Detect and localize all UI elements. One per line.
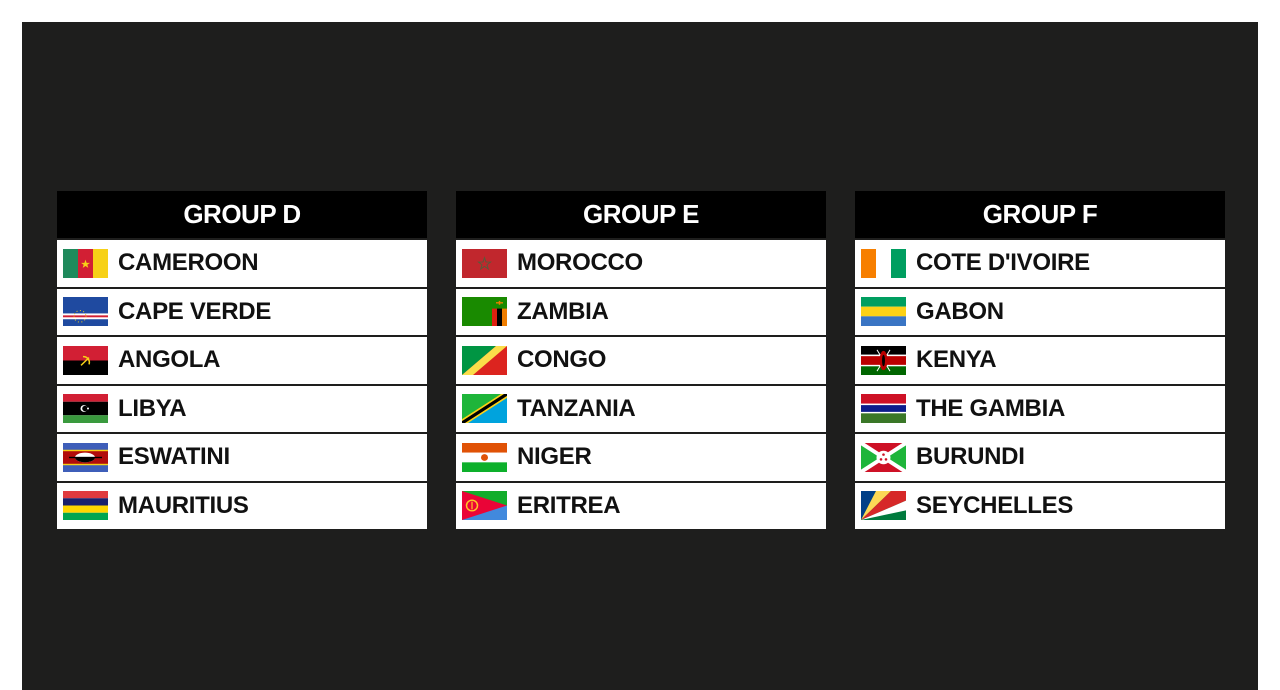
team-name: CAMEROON — [118, 249, 259, 277]
congo-flag-icon — [462, 345, 507, 375]
kenya-flag-icon — [861, 345, 906, 375]
team-row: CAPE VERDE — [57, 288, 427, 335]
team-row: ZAMBIA — [456, 288, 826, 335]
morocco-flag-icon — [462, 248, 507, 278]
group-table: GROUP F COTE D'IVOIRE GABON KENYA THE GA… — [855, 191, 1225, 529]
gabon-flag-icon — [861, 297, 906, 327]
team-row: MAURITIUS — [57, 482, 427, 529]
cape-verde-flag-icon — [63, 297, 108, 327]
team-row: CAMEROON — [57, 240, 427, 287]
team-name: LIBYA — [118, 394, 187, 422]
team-row: COTE D'IVOIRE — [855, 240, 1225, 287]
group-title: GROUP D — [57, 191, 427, 238]
cameroon-flag-icon — [63, 248, 108, 278]
group-table: GROUP E MOROCCO ZAMBIA CONGO TANZANIA NI… — [456, 191, 826, 529]
team-row: LIBYA — [57, 385, 427, 432]
angola-flag-icon — [63, 345, 108, 375]
team-name: NIGER — [517, 443, 592, 471]
team-name: ZAMBIA — [517, 297, 609, 325]
group-table: GROUP D CAMEROON CAPE VERDE ANGOLA LIBYA… — [57, 191, 427, 529]
team-row: TANZANIA — [456, 385, 826, 432]
team-name: TANZANIA — [517, 394, 636, 422]
eritrea-flag-icon — [462, 491, 507, 521]
team-row: ERITREA — [456, 482, 826, 529]
niger-flag-icon — [462, 442, 507, 472]
team-row: ANGOLA — [57, 337, 427, 384]
team-name: SEYCHELLES — [916, 491, 1074, 519]
team-name: CAPE VERDE — [118, 297, 272, 325]
team-row: MOROCCO — [456, 240, 826, 287]
zambia-flag-icon — [462, 297, 507, 327]
team-name: MAURITIUS — [118, 491, 249, 519]
team-row: SEYCHELLES — [855, 482, 1225, 529]
group-title: GROUP F — [855, 191, 1225, 238]
team-name: COTE D'IVOIRE — [916, 249, 1090, 277]
team-row: GABON — [855, 288, 1225, 335]
team-row: NIGER — [456, 434, 826, 481]
cote-divoire-flag-icon — [861, 248, 906, 278]
team-name: ESWATINI — [118, 443, 230, 471]
team-row: KENYA — [855, 337, 1225, 384]
team-name: MOROCCO — [517, 249, 643, 277]
team-row: THE GAMBIA — [855, 385, 1225, 432]
libya-flag-icon — [63, 394, 108, 424]
team-row: ESWATINI — [57, 434, 427, 481]
tanzania-flag-icon — [462, 394, 507, 424]
team-name: ERITREA — [517, 491, 621, 519]
burundi-flag-icon — [861, 442, 906, 472]
team-name: GABON — [916, 297, 1004, 325]
team-name: BURUNDI — [916, 443, 1025, 471]
mauritius-flag-icon — [63, 491, 108, 521]
gambia-flag-icon — [861, 394, 906, 424]
eswatini-flag-icon — [63, 442, 108, 472]
team-name: THE GAMBIA — [916, 394, 1065, 422]
team-name: KENYA — [916, 346, 997, 374]
group-title: GROUP E — [456, 191, 826, 238]
team-name: ANGOLA — [118, 346, 221, 374]
team-name: CONGO — [517, 346, 607, 374]
team-row: CONGO — [456, 337, 826, 384]
seychelles-flag-icon — [861, 491, 906, 521]
team-row: BURUNDI — [855, 434, 1225, 481]
